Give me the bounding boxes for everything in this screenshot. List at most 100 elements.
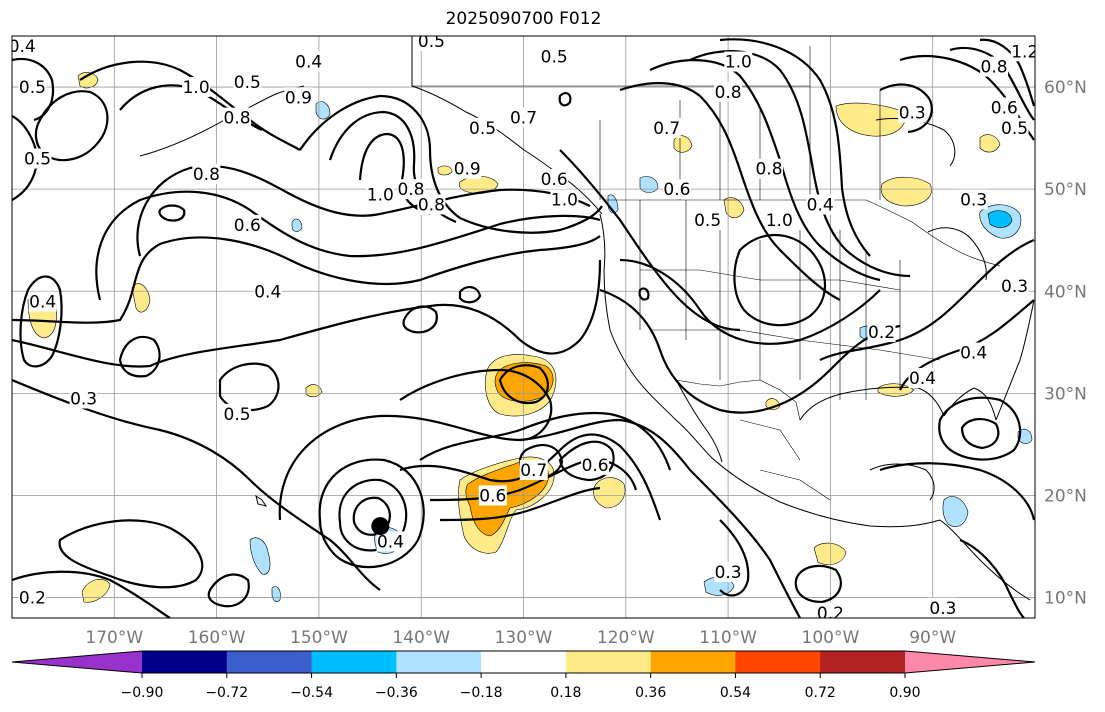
contour-line: [498, 364, 549, 405]
contour-label: 0.7: [653, 119, 680, 139]
contour-line: [358, 132, 431, 216]
contour-label: 0.6: [234, 216, 261, 236]
contour-line: [399, 368, 553, 442]
contour-label: 0.4: [909, 369, 936, 389]
contour-label: 0.5: [234, 73, 261, 93]
shade-positive-region: [880, 176, 932, 207]
mexico-coast: [711, 457, 941, 528]
shade-negative-region: [271, 586, 281, 602]
contour-line: [118, 335, 161, 378]
colorbar-tick-label: 0.18: [550, 685, 581, 701]
contour-line: [207, 573, 250, 608]
lat-tick-label: 50°N: [1044, 180, 1087, 200]
contour-line: [819, 238, 1035, 361]
contour-label-bg: [652, 117, 681, 138]
contour-label: 0.3: [715, 563, 742, 583]
contour-label: 1.0: [725, 53, 752, 73]
lon-tick-label: 110°W: [699, 628, 757, 648]
contour-line: [719, 519, 750, 597]
contour-line: [419, 411, 672, 471]
contour-label: 1.0: [183, 78, 210, 98]
contour-label-bg: [417, 194, 446, 215]
contour-label: 1.0: [766, 211, 793, 231]
contour-label: 0.4: [254, 282, 281, 302]
contour-line: [352, 496, 391, 536]
contour-label: 0.5: [24, 150, 51, 170]
contour-line: [158, 204, 186, 222]
contour-label-bg: [453, 158, 482, 179]
contour-label: 0.4: [9, 37, 36, 57]
shade-positive-region: [593, 477, 626, 509]
contour-line: [689, 469, 801, 618]
contour-label-bg: [509, 107, 538, 128]
latitude-labels: 60°N 50°N 40°N 30°N 20°N 10°N: [1044, 78, 1087, 609]
contour-label: 0.3: [899, 104, 926, 124]
contour-label: 0.4: [29, 292, 56, 312]
contour-label-bg: [253, 281, 282, 302]
colorbar: −0.90 −0.72 −0.54 −0.36 −0.18 0.18 0.36 0.54 0.7…: [11, 650, 1036, 701]
baja-peninsula: [675, 379, 723, 463]
contour-line: [12, 57, 55, 122]
contour-line: [979, 38, 1035, 107]
colorbar-tick-label: 0.90: [889, 685, 920, 701]
colorbar-tick-label: 0.54: [720, 685, 751, 701]
contour-label-bg: [755, 158, 784, 179]
contour-label: 0.5: [469, 119, 496, 139]
shade-positive-region: [835, 102, 906, 137]
contour-line: [599, 288, 901, 414]
contour-label-bg: [396, 179, 425, 200]
contour-label-bg: [550, 189, 579, 210]
colorbar-segment: [396, 651, 482, 673]
lon-tick-label: 140°W: [392, 628, 450, 648]
contour-label-bg: [898, 102, 927, 123]
lon-tick-label: 90°W: [909, 628, 956, 648]
central-america-coast: [939, 519, 1031, 601]
contour-label-bg: [18, 77, 47, 98]
contour-label-bg: [540, 168, 569, 189]
contour-label-bg: [376, 531, 405, 552]
contour-label-bg: [581, 454, 610, 475]
contour-line: [733, 233, 827, 327]
colorbar-segment: [311, 651, 397, 673]
contour-label: 0.5: [541, 47, 568, 67]
contour-label-bg: [662, 179, 691, 200]
contour-line: [559, 149, 741, 332]
map-frame: [11, 35, 1036, 619]
contour-label-bg: [1000, 117, 1029, 138]
contour-label-bg: [693, 209, 722, 230]
contour-line: [794, 564, 842, 604]
contour-label-bg: [806, 194, 835, 215]
shade-positive-region: [723, 197, 745, 219]
contour-label: 0.6: [991, 98, 1018, 118]
lon-tick-label: 120°W: [597, 628, 655, 648]
colorbar-tick-label: −0.54: [290, 685, 333, 701]
contour-label-bg: [959, 189, 988, 210]
contour-label: 0.7: [510, 109, 537, 129]
colorbar-segment: [820, 651, 906, 673]
colorbar-segment: [226, 651, 313, 673]
contour-label: 0.6: [479, 486, 506, 506]
bc-coast: [599, 213, 611, 331]
contour-label-bg: [294, 51, 323, 72]
contour-line: [19, 275, 63, 368]
contour-line: [299, 94, 603, 234]
contour-label-bg: [417, 36, 446, 52]
contour-line: [318, 458, 425, 569]
contour-label-bg: [192, 163, 221, 184]
longitude-labels: 170°W 160°W 150°W 140°W 130°W 120°W 110°W 100°W…: [85, 628, 956, 648]
yucatan-coast: [869, 463, 935, 501]
contour-label-bg: [867, 322, 896, 343]
colorbar-extend-high: [905, 651, 1035, 673]
contour-line: [136, 164, 591, 257]
contour-label-bg: [223, 107, 252, 128]
lon-tick-label: 100°W: [802, 628, 860, 648]
contour-label-bg: [1010, 41, 1035, 62]
shade-positive-region: [979, 134, 1001, 153]
hawaii-island: [255, 494, 268, 507]
contour-line: [558, 440, 615, 482]
contour-line: [12, 235, 601, 324]
contour-line: [399, 433, 662, 521]
contour-label-bg: [233, 71, 262, 92]
contour-label-bg: [478, 485, 507, 506]
shade-positive-region: [437, 165, 453, 176]
